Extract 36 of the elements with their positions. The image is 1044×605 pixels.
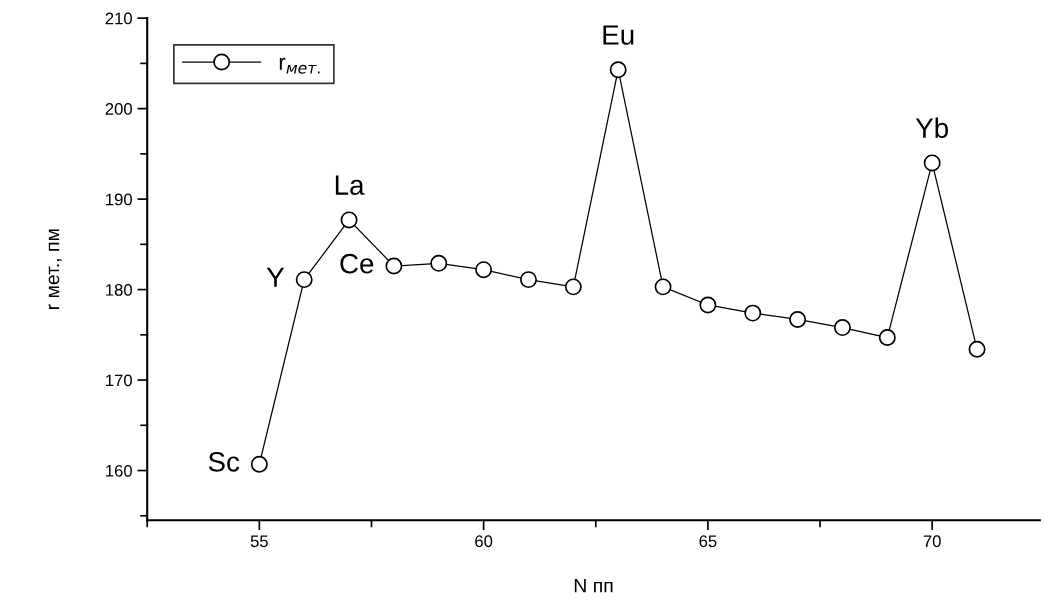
y-axis-title: r мет., пм <box>48 229 62 310</box>
annotation: Sc <box>208 451 240 472</box>
point <box>923 154 941 172</box>
point <box>968 340 986 358</box>
point <box>430 254 448 272</box>
y-tick-label: 210 <box>105 12 132 25</box>
annotation: Eu <box>603 25 634 45</box>
point <box>250 455 268 473</box>
point <box>878 329 896 347</box>
point <box>609 61 627 79</box>
y-tick-label: 200 <box>105 103 132 115</box>
point <box>295 271 313 289</box>
point <box>519 271 537 289</box>
annotation: Ce <box>340 253 374 274</box>
y-tick-label: 180 <box>106 283 132 296</box>
legend-label: r$_{мет.}$ <box>279 57 320 74</box>
point <box>744 304 762 322</box>
x-tick-label: 55 <box>250 535 268 548</box>
y-tick-label: 160 <box>106 464 132 477</box>
x-axis-title: N пп <box>574 578 613 593</box>
annotation: La <box>335 175 365 195</box>
point <box>789 310 807 328</box>
y-tick-label: 170 <box>106 374 132 387</box>
x-tick-label: 70 <box>923 535 941 548</box>
point <box>385 257 403 275</box>
point <box>699 296 717 314</box>
annotation: Yb <box>915 117 948 138</box>
point <box>475 261 493 279</box>
point <box>340 211 358 229</box>
y-tick-label: 190 <box>106 193 132 206</box>
point <box>654 278 672 296</box>
x-tick-label: 65 <box>699 535 717 548</box>
point <box>564 278 582 296</box>
x-tick-label: 60 <box>475 535 493 548</box>
annotation: Y <box>266 267 285 287</box>
point <box>833 319 851 337</box>
